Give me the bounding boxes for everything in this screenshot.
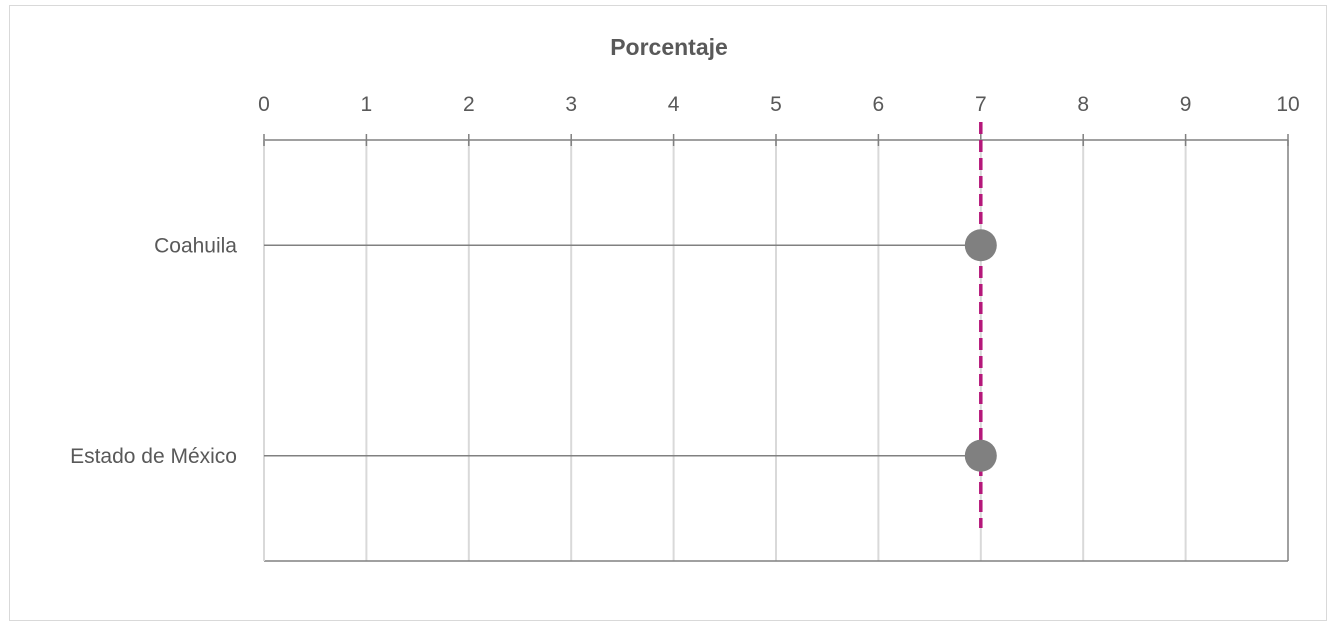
category-labels: Coahuila Estado de México [70,234,237,468]
x-tick-label: 6 [873,93,885,116]
x-tick-label: 8 [1077,93,1089,116]
category-label: Coahuila [154,234,237,257]
leader-lines [264,244,981,457]
x-tick-label: 1 [361,93,373,116]
x-tick-label: 5 [770,93,782,116]
x-tick-label: 2 [463,93,475,116]
x-tick-label: 3 [565,93,577,116]
x-axis-tick-labels: 0 1 2 3 4 5 6 7 8 9 10 [258,93,1300,116]
x-tick-label: 0 [258,93,270,116]
markers [964,229,997,472]
x-tick-label: 10 [1276,93,1299,116]
x-tick-label: 4 [668,93,680,116]
chart-frame [9,5,1327,621]
gridlines [365,140,1187,561]
x-tick-label: 9 [1180,93,1192,116]
x-tick-label: 7 [975,93,987,116]
data-point-marker [964,439,997,472]
data-point-marker [964,229,997,262]
chart-title: Porcentaje [610,34,728,60]
x-axis-ticks [263,134,1289,146]
category-label: Estado de México [70,445,237,468]
